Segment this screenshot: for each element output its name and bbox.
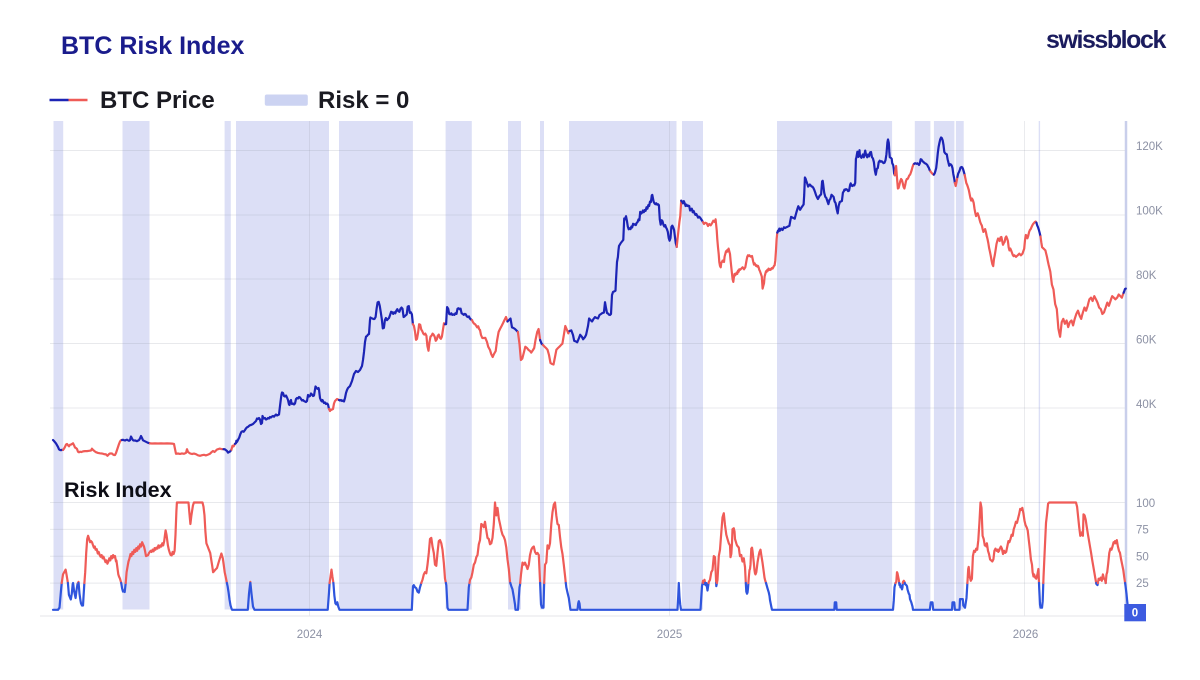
svg-text:100K: 100K bbox=[1136, 206, 1163, 218]
svg-text:80K: 80K bbox=[1136, 270, 1157, 282]
svg-text:120K: 120K bbox=[1136, 141, 1163, 153]
svg-text:60K: 60K bbox=[1136, 334, 1157, 346]
svg-text:40K: 40K bbox=[1136, 399, 1157, 411]
svg-text:2026: 2026 bbox=[1013, 629, 1039, 641]
svg-text:25: 25 bbox=[1136, 578, 1149, 590]
svg-text:75: 75 bbox=[1136, 524, 1149, 536]
svg-text:50: 50 bbox=[1136, 551, 1149, 563]
svg-text:2025: 2025 bbox=[657, 629, 683, 641]
svg-text:Risk Index: Risk Index bbox=[64, 478, 172, 502]
svg-text:100: 100 bbox=[1136, 498, 1155, 510]
svg-text:0: 0 bbox=[1132, 608, 1138, 620]
svg-text:2024: 2024 bbox=[297, 629, 323, 641]
